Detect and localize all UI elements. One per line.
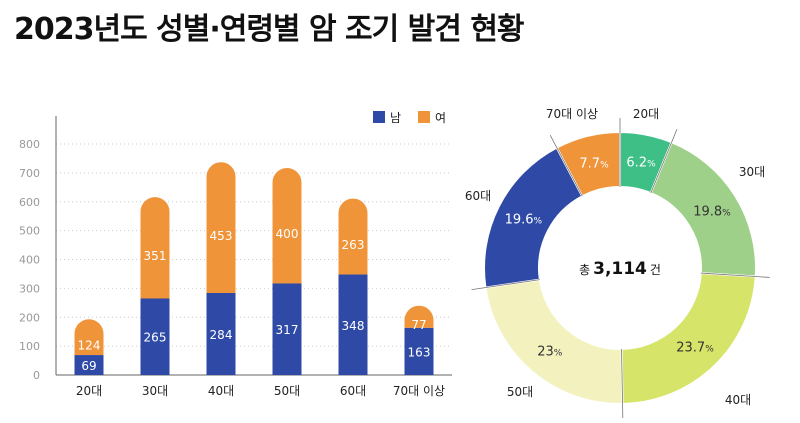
- slice-percent-value: 19.8: [693, 204, 722, 219]
- y-tick-label: 400: [19, 254, 40, 267]
- bar-value-label: 453: [210, 229, 233, 243]
- bar-value-label: 77: [411, 318, 426, 332]
- bar-male: [338, 274, 368, 375]
- bar-female: [74, 319, 104, 356]
- y-tick-label: 200: [19, 311, 40, 324]
- slice-percent-unit: %: [722, 208, 731, 218]
- bar-male: [206, 292, 236, 375]
- slice-percent-unit: %: [647, 160, 656, 170]
- bar-value-label: 351: [144, 249, 167, 263]
- bar-value-label: 317: [276, 323, 299, 337]
- slice-percent-value: 6.2: [626, 156, 647, 171]
- bar-value-label: 284: [210, 328, 233, 342]
- bar-value-label: 263: [342, 238, 365, 252]
- x-tick-label: 20대: [76, 384, 102, 398]
- slice-percent-label: 23.7%: [676, 340, 714, 355]
- slice-percent-unit: %: [534, 217, 543, 227]
- slice-divider: [650, 129, 678, 194]
- bar-female: [272, 167, 302, 284]
- slice-category-label: 20대: [633, 107, 659, 121]
- slice-percent-label: 23%: [537, 345, 563, 360]
- bar-value-label: 69: [81, 359, 96, 373]
- slice-percent-label: 6.2%: [626, 156, 656, 171]
- donut-slice: [620, 272, 757, 405]
- slice-percent-unit: %: [705, 344, 714, 354]
- slice-divider: [549, 135, 583, 197]
- slice-percent-value: 23.7: [676, 340, 705, 355]
- y-tick-label: 0: [33, 369, 40, 382]
- donut-slice: [484, 278, 624, 405]
- donut-center-value: 3,114: [593, 259, 647, 279]
- slice-category-label: 40대: [725, 393, 751, 407]
- x-tick-label: 50대: [274, 384, 300, 398]
- page-title: 2023년도 성별·연령별 암 조기 발견 현황: [14, 12, 525, 47]
- x-tick-label: 70대 이상: [393, 384, 445, 398]
- bar-female: [140, 197, 170, 299]
- slice-percent-value: 7.7: [579, 157, 600, 172]
- x-tick-label: 30대: [142, 384, 168, 398]
- slice-percent-unit: %: [600, 161, 609, 171]
- slice-category-label: 60대: [465, 189, 491, 203]
- bar-value-label: 265: [144, 331, 167, 345]
- y-tick-label: 300: [19, 282, 40, 295]
- donut-center-total: 총 3,114 건: [579, 259, 661, 279]
- x-tick-label: 60대: [340, 384, 366, 398]
- slice-percent-label: 19.6%: [505, 213, 543, 228]
- y-tick-label: 800: [19, 138, 40, 151]
- donut-center-suffix: 건: [650, 263, 661, 277]
- slice-divider: [471, 279, 540, 290]
- bar-male: [140, 298, 170, 375]
- slice-percent-value: 23: [537, 345, 554, 360]
- y-tick-label: 500: [19, 225, 40, 238]
- y-tick-label: 600: [19, 196, 40, 209]
- bar-male: [74, 355, 104, 375]
- bar-value-label: 348: [342, 319, 365, 333]
- legend-swatch-male: [373, 111, 385, 123]
- bar-value-label: 400: [276, 227, 299, 241]
- legend-swatch-female: [418, 111, 430, 123]
- slice-percent-label: 7.7%: [579, 157, 609, 172]
- y-tick-label: 100: [19, 340, 40, 353]
- y-tick-label: 700: [19, 167, 40, 180]
- slice-category-label: 70대 이상: [546, 107, 598, 121]
- slice-percent-unit: %: [554, 349, 563, 359]
- slice-divider: [700, 272, 770, 278]
- slice-percent-label: 19.8%: [693, 204, 731, 219]
- slice-category-label: 30대: [739, 165, 765, 179]
- donut-center-prefix: 총: [579, 263, 590, 277]
- slice-category-label: 50대: [507, 385, 533, 399]
- bar-female: [404, 305, 434, 328]
- bar-female: [338, 198, 368, 275]
- bar-female: [206, 162, 236, 293]
- bar-value-label: 124: [78, 338, 101, 352]
- bar-value-label: 163: [408, 345, 431, 359]
- slice-percent-value: 19.6: [505, 213, 534, 228]
- legend-label-female: 여: [435, 111, 446, 125]
- slice-divider: [621, 348, 624, 418]
- legend-label-male: 남: [390, 111, 401, 125]
- x-tick-label: 40대: [208, 384, 234, 398]
- bar-male: [404, 327, 434, 375]
- bar-male: [272, 283, 302, 375]
